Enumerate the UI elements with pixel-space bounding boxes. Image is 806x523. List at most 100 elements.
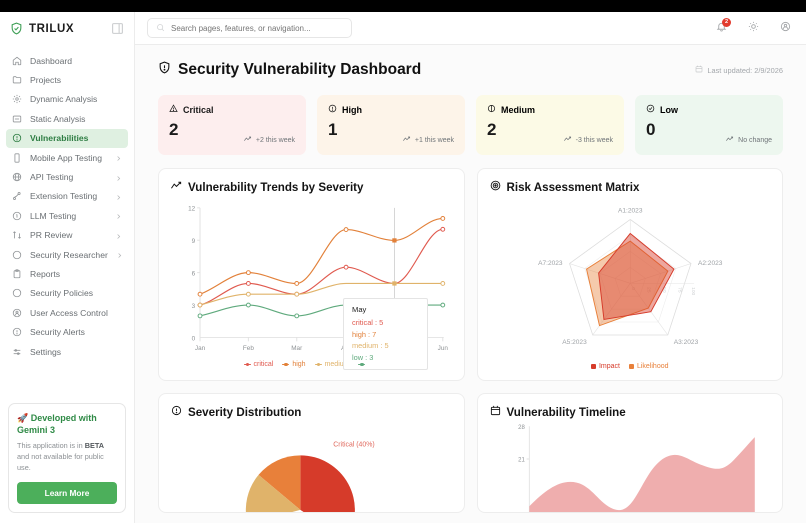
- promo-card: 🚀 Developed with Gemini 3 This applicati…: [8, 402, 126, 513]
- git-pull-request-icon: [12, 230, 22, 240]
- sidebar-item-user-access-control[interactable]: User Access Control: [6, 303, 128, 322]
- chart-risk-assessment-matrix[interactable]: 0 25 50 75 100 A1:2023 A2:2023: [490, 194, 771, 361]
- sidebar-item-label: Security Alerts: [30, 327, 85, 338]
- learn-more-button[interactable]: Learn More: [17, 482, 117, 504]
- trend-arrow-icon: [726, 136, 734, 144]
- svg-text:May: May: [388, 345, 401, 352]
- pie-slice-label: Critical (40%): [333, 441, 374, 448]
- sidebar-item-dynamic-analysis[interactable]: Dynamic Analysis: [6, 90, 128, 109]
- pie-plot: Critical (40%): [245, 441, 375, 512]
- charts-row-bottom: Severity Distribution Critical (40%): [158, 393, 783, 513]
- sidebar: TRILUX Dashboard Projects Dynamic Analy: [0, 12, 135, 523]
- sidebar-item-settings[interactable]: Settings: [6, 342, 128, 361]
- sidebar-item-vulnerabilities[interactable]: Vulnerabilities: [6, 128, 128, 148]
- sidebar-item-static-analysis[interactable]: Static Analysis: [6, 109, 128, 128]
- legend-marker: [243, 362, 251, 366]
- card-title: Risk Assessment Matrix: [490, 180, 771, 194]
- chart-vulnerability-timeline[interactable]: 28 21: [490, 419, 771, 512]
- calendar-icon: [695, 65, 703, 75]
- sidebar-item-security-alerts[interactable]: Security Alerts: [6, 322, 128, 341]
- half-circle-icon: [487, 104, 496, 115]
- sidebar-item-api-testing[interactable]: API Testing: [6, 167, 128, 186]
- legend-marker: [590, 364, 596, 369]
- legend-item-low[interactable]: low: [358, 361, 379, 368]
- sidebar-item-dashboard[interactable]: Dashboard: [6, 51, 128, 70]
- legend-marker: [282, 362, 290, 366]
- legend-item-high[interactable]: high: [282, 361, 306, 368]
- chevron-right-icon: [115, 193, 122, 200]
- sidebar-item-label: PR Review: [30, 230, 73, 241]
- notification-badge: 2: [722, 18, 731, 27]
- sidebar-item-reports[interactable]: Reports: [6, 264, 128, 283]
- search-icon: [156, 19, 165, 37]
- legend-item-critical[interactable]: critical: [243, 361, 273, 368]
- search-box[interactable]: [147, 18, 352, 38]
- chart-vulnerability-trends[interactable]: 12 9 6 3 0: [171, 194, 452, 370]
- chevron-right-icon: [115, 212, 122, 220]
- sidebar-item-pr-review[interactable]: PR Review: [6, 226, 128, 245]
- user-avatar-icon: [780, 19, 791, 37]
- clock-alert-icon: [328, 104, 337, 115]
- legend-marker: [314, 362, 322, 366]
- chevron-right-icon: [116, 251, 123, 258]
- sidebar-item-security-policies[interactable]: Security Policies: [6, 284, 128, 303]
- promo-title: 🚀 Developed with Gemini 3: [17, 412, 97, 436]
- stat-label: High: [342, 104, 362, 115]
- legend-item-impact[interactable]: Impact: [590, 363, 620, 370]
- search-input[interactable]: [171, 23, 343, 33]
- sidebar-item-label: Vulnerabilities: [30, 133, 89, 144]
- charts-row-top: Vulnerability Trends by Severity 12 9 6 …: [158, 168, 783, 381]
- legend-label: medium: [324, 361, 350, 368]
- sidebar-item-extension-testing[interactable]: Extension Testing: [6, 187, 128, 206]
- svg-text:100: 100: [690, 287, 696, 295]
- top-header: 2: [135, 12, 806, 45]
- check-circle-icon: [646, 104, 655, 115]
- promo-text-before: This application is in: [17, 441, 85, 451]
- sidebar-item-llm-testing[interactable]: LLM Testing: [6, 206, 128, 225]
- svg-text:9: 9: [192, 238, 196, 245]
- legend-item-likelihood[interactable]: Likelihood: [628, 363, 669, 370]
- stat-trend-text: No change: [738, 136, 772, 144]
- svg-text:6: 6: [192, 271, 196, 278]
- sidebar-item-label: Dynamic Analysis: [30, 94, 98, 105]
- svg-text:Jan: Jan: [195, 345, 206, 352]
- last-updated-text: Last updated: 2/9/2026: [707, 65, 783, 75]
- stat-card-header: Medium: [487, 104, 613, 115]
- svg-text:3: 3: [192, 303, 196, 310]
- legend-label: Impact: [598, 363, 620, 370]
- stat-card-low[interactable]: Low 0 No change: [635, 95, 783, 155]
- smartphone-icon: [12, 153, 22, 163]
- stat-card-critical[interactable]: Critical 2 +2 this week: [158, 95, 306, 155]
- svg-text:A7:2023: A7:2023: [538, 260, 563, 267]
- sidebar-item-projects[interactable]: Projects: [6, 70, 128, 89]
- sidebar-item-mobile-app-testing[interactable]: Mobile App Testing: [6, 148, 128, 167]
- promo-text-bold: BETA: [84, 441, 105, 451]
- card-title-text: Severity Distribution: [188, 405, 302, 419]
- shield-outline-icon: [12, 288, 22, 298]
- brain-icon: [12, 211, 22, 221]
- theme-toggle-button[interactable]: [742, 17, 764, 39]
- last-updated: Last updated: 2/9/2026: [695, 65, 783, 75]
- sidebar-item-security-researcher[interactable]: Security Researcher: [6, 245, 128, 264]
- user-shield-icon: [12, 308, 22, 318]
- stat-card-medium[interactable]: Medium 2 -3 this week: [476, 95, 624, 155]
- stat-card-high[interactable]: High 1 +1 this week: [317, 95, 465, 155]
- panel-toggle-icon[interactable]: [111, 22, 124, 35]
- chevron-right-icon: [115, 174, 122, 181]
- trend-arrow-icon: [563, 136, 572, 144]
- legend-item-medium[interactable]: medium: [314, 361, 350, 368]
- card-title-text: Vulnerability Timeline: [506, 405, 626, 419]
- page-title-text: Security Vulnerability Dashboard: [178, 61, 422, 78]
- notifications-button[interactable]: 2: [710, 17, 732, 39]
- sidebar-item-label: Dashboard: [30, 55, 73, 66]
- svg-text:50: 50: [661, 287, 667, 293]
- stat-card-header: Low: [646, 104, 772, 115]
- triangle-alert-icon: [169, 104, 178, 115]
- chart-severity-distribution[interactable]: Critical (40%): [171, 419, 452, 512]
- svg-text:21: 21: [518, 458, 525, 464]
- radar-plot: 0 25 50 75 100 A1:2023 A2:2023: [538, 208, 723, 347]
- user-avatar-button[interactable]: [774, 17, 796, 39]
- radar-legend: Impact Likelihood: [490, 363, 771, 370]
- stat-card-header: Critical: [169, 104, 295, 115]
- brand-name: TRILUX: [29, 22, 75, 35]
